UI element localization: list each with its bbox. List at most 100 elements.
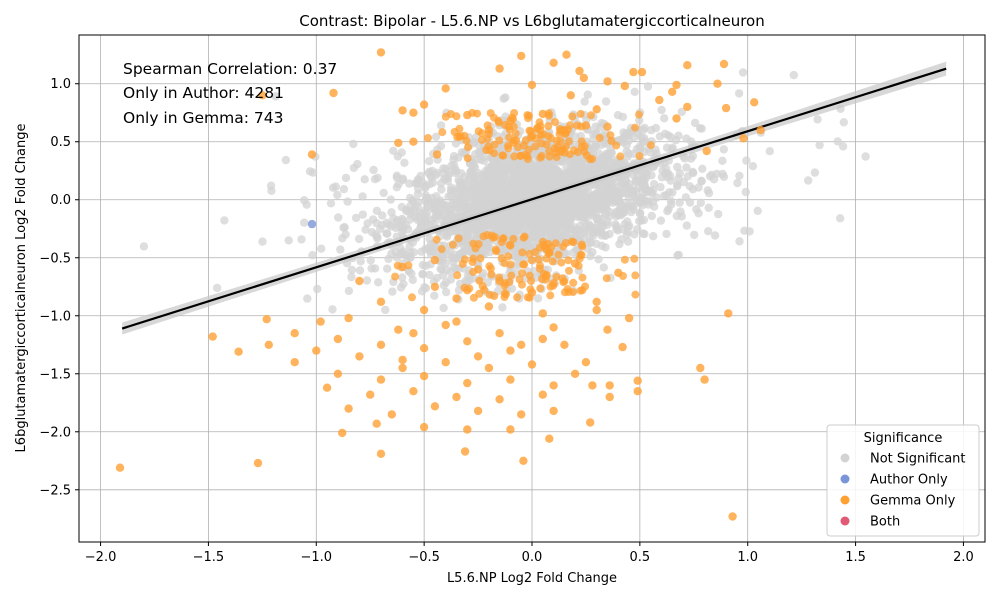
point-not-significant	[370, 264, 380, 273]
point-not-significant	[588, 135, 598, 144]
legend: Significance Not Significant Author Only G…	[826, 424, 980, 537]
point-not-significant	[361, 225, 370, 234]
point-not-significant	[663, 207, 672, 216]
point-not-significant	[662, 191, 671, 200]
point-not-significant	[696, 198, 705, 207]
point-not-significant	[372, 218, 381, 228]
point-not-significant	[789, 70, 798, 80]
point-gemma-only	[549, 58, 558, 67]
point-gemma-only	[592, 305, 601, 315]
point-not-significant	[453, 204, 462, 213]
point-not-significant	[349, 139, 358, 149]
point-not-significant	[813, 115, 822, 124]
point-not-significant	[765, 147, 774, 156]
point-not-significant	[635, 198, 644, 208]
point-gemma-only	[264, 340, 273, 349]
point-gemma-only	[721, 103, 731, 113]
point-not-significant	[431, 211, 441, 221]
point-gemma-only	[519, 456, 528, 465]
point-gemma-only	[419, 100, 429, 109]
point-gemma-only	[606, 131, 615, 140]
point-not-significant	[369, 165, 378, 175]
point-not-significant	[552, 169, 561, 178]
point-not-significant	[577, 161, 586, 170]
point-not-significant	[598, 222, 608, 231]
point-not-significant	[371, 230, 380, 239]
point-not-significant	[617, 235, 626, 244]
point-not-significant	[704, 227, 713, 236]
point-gemma-only	[494, 116, 503, 125]
point-not-significant	[630, 87, 639, 97]
point-gemma-only	[430, 255, 440, 265]
point-gemma-only	[562, 50, 571, 59]
point-not-significant	[683, 172, 692, 181]
point-not-significant	[574, 204, 583, 213]
y-tick-label: −2.5	[39, 483, 71, 498]
point-gemma-only	[519, 260, 528, 269]
point-gemma-only	[568, 112, 577, 121]
y-tick-label: −2.0	[39, 425, 71, 440]
point-not-significant	[469, 139, 479, 148]
point-not-significant	[413, 202, 422, 211]
legend-box	[826, 424, 980, 537]
point-not-significant	[317, 244, 326, 253]
point-not-significant	[585, 233, 594, 242]
point-not-significant	[372, 206, 382, 215]
point-gemma-only	[564, 256, 573, 265]
point-gemma-only	[561, 129, 570, 138]
x-tick-label: 0.5	[630, 550, 651, 565]
point-not-significant	[630, 186, 640, 195]
x-tick-label: 1.0	[737, 550, 758, 565]
point-not-significant	[836, 214, 845, 223]
point-not-significant	[489, 198, 498, 207]
point-gemma-only	[683, 102, 692, 112]
point-not-significant	[643, 82, 653, 91]
point-not-significant	[341, 173, 351, 183]
point-not-significant	[622, 184, 631, 193]
point-not-significant	[437, 185, 446, 194]
point-not-significant	[482, 219, 491, 228]
point-not-significant	[631, 177, 641, 187]
point-gemma-only	[535, 118, 544, 127]
point-not-significant	[596, 140, 606, 150]
point-not-significant	[613, 188, 622, 197]
point-not-significant	[613, 111, 623, 120]
point-gemma-only	[484, 302, 494, 311]
point-gemma-only	[511, 129, 520, 138]
point-gemma-only	[549, 281, 558, 290]
point-not-significant	[861, 152, 870, 161]
point-gemma-only	[372, 419, 381, 428]
point-not-significant	[588, 248, 597, 257]
point-gemma-only	[646, 141, 655, 150]
point-gemma-only	[518, 269, 527, 278]
point-gemma-only	[398, 106, 407, 115]
point-gemma-only	[507, 271, 516, 280]
point-not-significant	[640, 123, 649, 133]
point-not-significant	[430, 291, 439, 300]
point-gemma-only	[468, 108, 477, 117]
point-gemma-only	[438, 128, 447, 137]
point-gemma-only	[515, 275, 524, 284]
point-not-significant	[212, 283, 222, 293]
point-gemma-only	[458, 260, 467, 268]
point-gemma-only	[605, 381, 614, 390]
point-not-significant	[386, 195, 395, 204]
point-not-significant	[461, 197, 470, 206]
point-gemma-only	[573, 148, 582, 157]
point-not-significant	[590, 190, 599, 199]
point-not-significant	[640, 134, 649, 143]
legend-marker	[840, 516, 850, 526]
point-gemma-only	[603, 122, 612, 131]
point-gemma-only	[539, 130, 548, 139]
point-not-significant	[527, 165, 536, 174]
point-not-significant	[635, 116, 644, 125]
point-gemma-only	[316, 317, 325, 326]
point-gemma-only	[463, 154, 472, 163]
point-gemma-only	[344, 313, 353, 323]
point-gemma-only	[580, 142, 589, 151]
point-gemma-only	[391, 272, 400, 281]
point-gemma-only	[448, 240, 457, 249]
point-gemma-only	[575, 66, 584, 76]
annotation-gemma-only: Only in Gemma: 743	[123, 109, 283, 127]
point-not-significant	[418, 260, 428, 270]
